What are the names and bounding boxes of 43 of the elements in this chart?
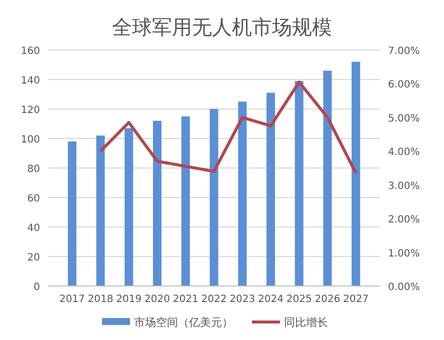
y-tick-label: 140 bbox=[20, 76, 40, 86]
y2-tick-label: 0.00% bbox=[388, 282, 420, 293]
x-tick-label: 2024 bbox=[258, 294, 284, 305]
y-tick-label: 160 bbox=[20, 46, 40, 57]
bar bbox=[181, 116, 190, 286]
bar bbox=[238, 102, 247, 286]
y-tick-label: 40 bbox=[27, 223, 40, 234]
bar bbox=[266, 92, 276, 286]
bar bbox=[124, 128, 134, 286]
bar bbox=[68, 141, 76, 286]
y2-tick-label: 3.00% bbox=[388, 180, 420, 192]
bar bbox=[96, 136, 105, 286]
x-tick-label: 2027 bbox=[343, 294, 369, 305]
y2-tick-label: 4.00% bbox=[388, 147, 420, 158]
y2-tick-label: 6.00% bbox=[388, 80, 420, 91]
y2-tick-label: 7.00% bbox=[388, 46, 420, 57]
y-tick-label: 60 bbox=[27, 194, 40, 204]
x-tick-label: 2018 bbox=[88, 294, 114, 305]
y-tick-label: 80 bbox=[27, 164, 40, 175]
x-tick-label: 2020 bbox=[144, 294, 170, 305]
y-tick-label: 20 bbox=[27, 252, 40, 264]
line-series bbox=[98, 80, 358, 175]
y-tick-label: 100 bbox=[20, 134, 40, 146]
y-tick-label: 0 bbox=[34, 282, 40, 293]
bar bbox=[210, 109, 218, 286]
legend-label: 市场空间（亿美元） bbox=[134, 316, 233, 329]
x-tick-label: 2019 bbox=[116, 294, 142, 305]
bar bbox=[294, 80, 304, 286]
y2-tick-label: 1.00% bbox=[388, 248, 420, 260]
bar bbox=[323, 70, 332, 286]
bar bbox=[352, 62, 360, 286]
chart-title: 全球军用无人机市场规模 bbox=[112, 15, 332, 39]
legend-label: 同比增长 bbox=[284, 316, 328, 329]
x-tick-label: 2025 bbox=[286, 294, 312, 305]
x-tick-label: 2023 bbox=[230, 294, 256, 305]
x-tick-label: 2022 bbox=[201, 294, 227, 305]
y-tick-label: 120 bbox=[20, 105, 40, 116]
y2-tick-label: 2.00% bbox=[388, 214, 420, 226]
bar bbox=[152, 120, 162, 286]
x-tick-label: 2026 bbox=[314, 294, 340, 305]
x-tick-label: 2017 bbox=[59, 294, 85, 305]
x-tick-label: 2021 bbox=[172, 294, 198, 305]
y2-tick-label: 5.00% bbox=[388, 113, 420, 124]
